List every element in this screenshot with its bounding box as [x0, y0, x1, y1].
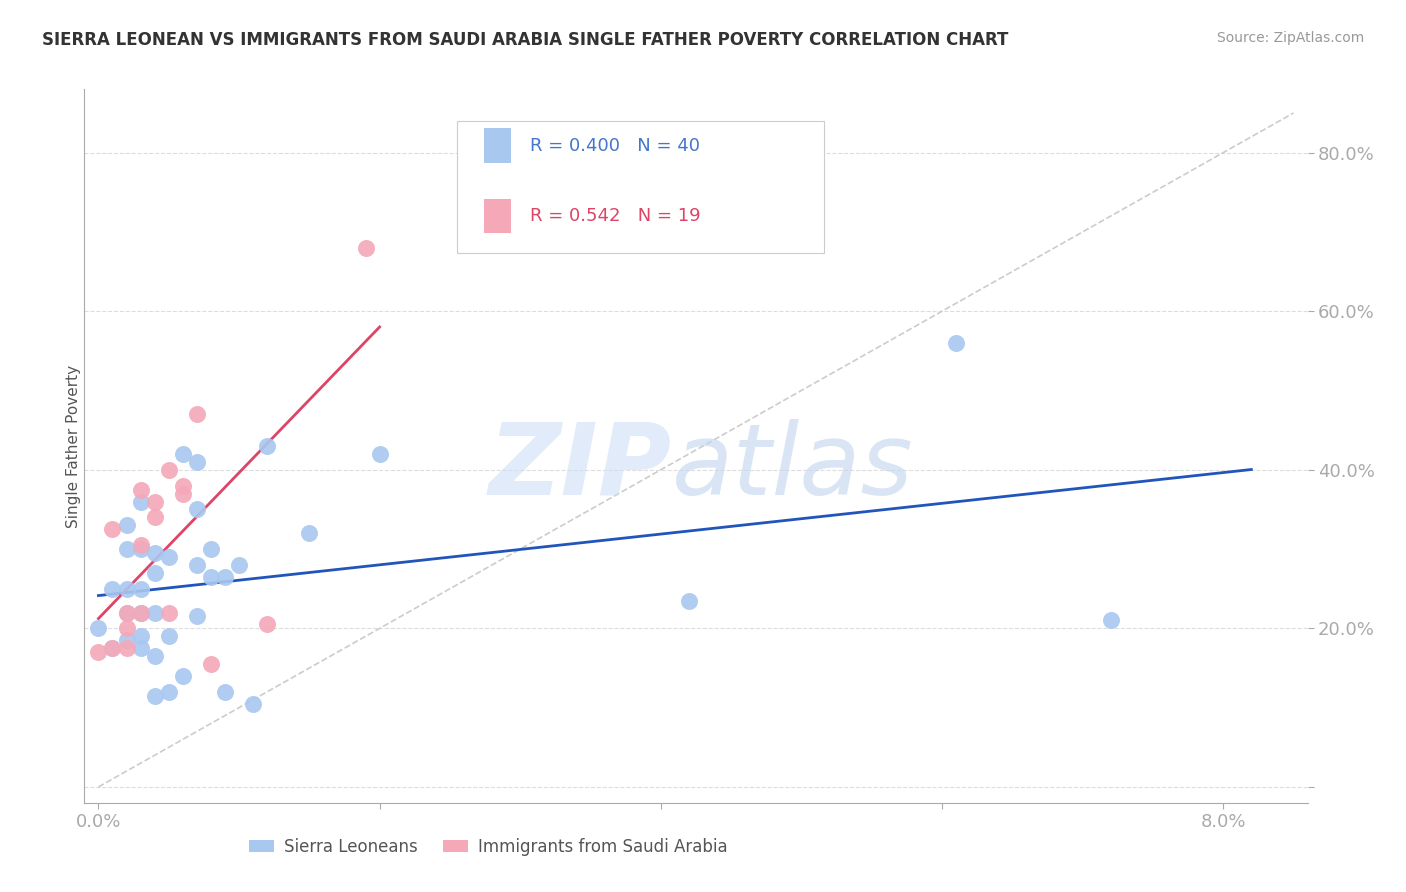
- Point: [186, 609, 208, 624]
- Point: [115, 633, 138, 648]
- Point: [172, 447, 194, 461]
- Point: [228, 558, 250, 572]
- Bar: [484, 199, 512, 234]
- Point: [115, 621, 138, 635]
- Point: [101, 641, 124, 656]
- Y-axis label: Single Father Poverty: Single Father Poverty: [66, 365, 80, 527]
- Point: [115, 542, 138, 557]
- Point: [129, 494, 152, 508]
- Point: [87, 645, 110, 659]
- Point: [214, 570, 236, 584]
- Point: [256, 617, 278, 632]
- Point: [129, 606, 152, 620]
- Point: [298, 526, 321, 541]
- Text: ZIP: ZIP: [488, 419, 672, 516]
- Point: [242, 697, 264, 711]
- Point: [129, 641, 152, 656]
- Point: [129, 582, 152, 596]
- Point: [186, 558, 208, 572]
- Point: [186, 455, 208, 469]
- Point: [368, 447, 391, 461]
- Point: [172, 478, 194, 492]
- Point: [945, 335, 967, 350]
- Point: [115, 641, 138, 656]
- Point: [157, 685, 180, 699]
- Point: [143, 649, 166, 664]
- Point: [115, 606, 138, 620]
- Point: [214, 685, 236, 699]
- Point: [172, 486, 194, 500]
- Point: [87, 621, 110, 635]
- Point: [129, 629, 152, 643]
- Point: [200, 657, 222, 671]
- Point: [129, 538, 152, 552]
- Point: [115, 582, 138, 596]
- FancyBboxPatch shape: [457, 121, 824, 253]
- Point: [143, 566, 166, 580]
- Point: [115, 606, 138, 620]
- Point: [129, 606, 152, 620]
- Point: [143, 689, 166, 703]
- Point: [115, 518, 138, 533]
- Point: [256, 439, 278, 453]
- Text: Source: ZipAtlas.com: Source: ZipAtlas.com: [1216, 31, 1364, 45]
- Point: [1099, 614, 1122, 628]
- Point: [129, 483, 152, 497]
- Text: SIERRA LEONEAN VS IMMIGRANTS FROM SAUDI ARABIA SINGLE FATHER POVERTY CORRELATION: SIERRA LEONEAN VS IMMIGRANTS FROM SAUDI …: [42, 31, 1008, 49]
- Point: [101, 641, 124, 656]
- Text: R = 0.400   N = 40: R = 0.400 N = 40: [530, 136, 700, 154]
- Point: [157, 549, 180, 564]
- Text: atlas: atlas: [672, 419, 912, 516]
- Point: [200, 570, 222, 584]
- Point: [200, 542, 222, 557]
- Point: [143, 510, 166, 524]
- Point: [157, 629, 180, 643]
- Legend: Sierra Leoneans, Immigrants from Saudi Arabia: Sierra Leoneans, Immigrants from Saudi A…: [242, 831, 734, 863]
- Point: [143, 494, 166, 508]
- Point: [678, 593, 700, 607]
- Text: R = 0.542   N = 19: R = 0.542 N = 19: [530, 207, 700, 225]
- Point: [172, 669, 194, 683]
- Point: [143, 546, 166, 560]
- Point: [101, 582, 124, 596]
- Point: [157, 606, 180, 620]
- Point: [101, 522, 124, 536]
- Point: [354, 241, 377, 255]
- Point: [186, 502, 208, 516]
- Point: [157, 463, 180, 477]
- Bar: [484, 128, 512, 162]
- Point: [143, 606, 166, 620]
- Point: [186, 407, 208, 421]
- Point: [129, 542, 152, 557]
